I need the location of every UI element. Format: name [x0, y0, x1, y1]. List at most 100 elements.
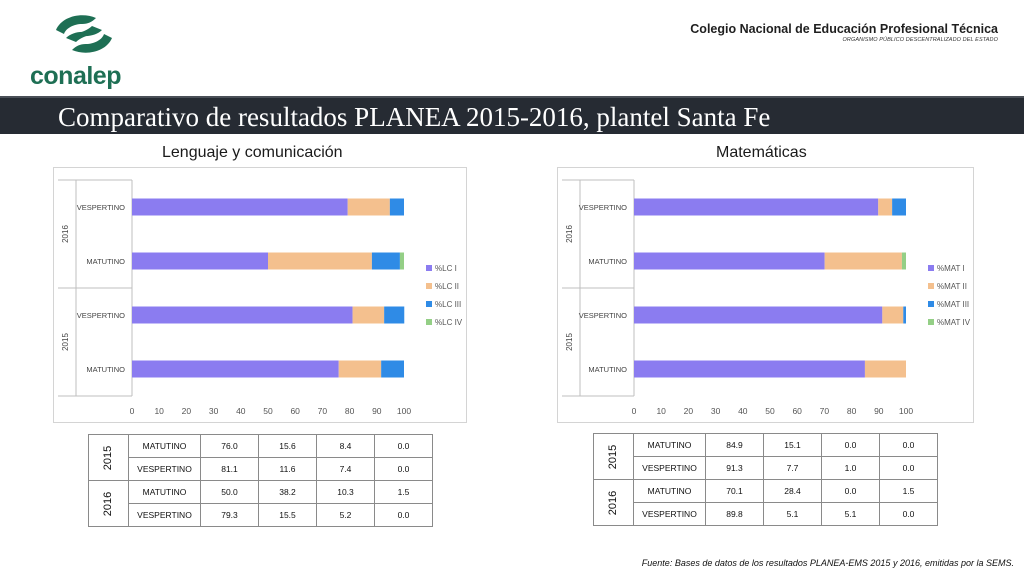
table-row: 2015 MATUTINO 76.0 15.6 8.4 0.0 [88, 434, 433, 481]
table-value-cell: 1.0 [821, 456, 880, 480]
bar-segment [634, 252, 825, 270]
bar-segment [903, 306, 906, 324]
table-value-cell: 15.5 [258, 503, 317, 527]
x-tick-label: 100 [397, 406, 411, 416]
table-row: VESPERTINO 79.3 15.5 5.2 0.0 [89, 503, 433, 527]
category-label: MATUTINO [86, 257, 125, 266]
table-year-label: 2016 [102, 491, 115, 516]
chart-panel-matematicas: 2016 2015 VESPERTINO MATUTINO VESPERTINO MATU… [557, 167, 974, 423]
year-axis-label: 2015 [565, 333, 574, 351]
x-tick-label: 20 [182, 406, 192, 416]
legend-label: %MAT II [937, 282, 967, 291]
x-tick-label: 30 [711, 406, 721, 416]
bar-segment [634, 306, 883, 324]
table-value-cell: 1.5 [374, 480, 433, 504]
institution-subtitle: ORGANISMO PÚBLICO DESCENTRALIZADO DEL ES… [842, 37, 998, 43]
table-row: VESPERTINO 81.1 11.6 7.4 0.0 [89, 457, 433, 481]
table-shift-cell: MATUTINO [633, 479, 706, 503]
table-row: VESPERTINO 89.8 5.1 5.1 0.0 [594, 502, 938, 526]
table-value-cell: 70.1 [705, 479, 764, 503]
year-axis-label: 2015 [61, 333, 70, 351]
x-tick-label: 100 [899, 406, 913, 416]
table-shift-cell: VESPERTINO [128, 503, 201, 527]
source-note: Fuente: Bases de datos de los resultados… [641, 558, 1014, 568]
chart-lenguaje: 2016 2015 VESPERTINO MATUTINO VESPERTINO MATU… [58, 179, 463, 416]
bar-segment [634, 360, 865, 378]
table-row: 2016 MATUTINO 50.0 38.2 10.3 1.5 [88, 480, 433, 527]
legend-label: %MAT I [937, 264, 965, 273]
table-row: 2016 MATUTINO 70.1 28.4 0.0 1.5 [593, 479, 938, 526]
x-tick-label: 50 [765, 406, 775, 416]
table-value-cell: 7.4 [316, 457, 375, 481]
logo-text: conalep [30, 62, 121, 90]
table-value-cell: 79.3 [200, 503, 259, 527]
institution-name: Colegio Nacional de Educación Profesiona… [690, 22, 998, 36]
x-tick-label: 60 [290, 406, 300, 416]
table-value-cell: 38.2 [258, 480, 317, 504]
table-value-cell: 0.0 [879, 456, 938, 480]
table-value-cell: 89.8 [705, 502, 764, 526]
x-tick-label: 40 [236, 406, 246, 416]
legend-swatch [426, 283, 432, 289]
table-year-cell: 2015 [88, 434, 129, 481]
year-axis-label: 2016 [61, 225, 70, 243]
table-value-cell: 81.1 [200, 457, 259, 481]
table-year-cell: 2015 [593, 433, 634, 480]
x-tick-label: 0 [632, 406, 637, 416]
bar-segment [371, 252, 400, 270]
table-value-cell: 10.3 [316, 480, 375, 504]
bar-segment [882, 306, 904, 324]
x-tick-label: 90 [874, 406, 884, 416]
table-shift-cell: VESPERTINO [633, 502, 706, 526]
table-value-cell: 0.0 [879, 433, 938, 457]
category-label: MATUTINO [588, 257, 627, 266]
table-value-cell: 1.5 [879, 479, 938, 503]
x-tick-label: 10 [656, 406, 666, 416]
table-value-cell: 15.6 [258, 434, 317, 458]
bar-segment [352, 306, 385, 324]
bar-segment [132, 252, 268, 270]
title-banner: Comparativo de resultados PLANEA 2015-20… [0, 96, 1024, 134]
category-label: MATUTINO [588, 365, 627, 374]
bar-segment [892, 198, 906, 216]
category-label: VESPERTINO [579, 203, 627, 212]
x-tick-label: 80 [345, 406, 355, 416]
bar-segment [864, 360, 906, 378]
x-tick-label: 70 [820, 406, 830, 416]
table-shift-cell: MATUTINO [128, 480, 201, 504]
x-tick-label: 20 [684, 406, 694, 416]
table-value-cell: 15.1 [763, 433, 822, 457]
x-tick-label: 0 [130, 406, 135, 416]
table-row: VESPERTINO 91.3 7.7 1.0 0.0 [594, 456, 938, 480]
chart-matematicas: 2016 2015 VESPERTINO MATUTINO VESPERTINO MATU… [562, 179, 971, 416]
table-value-cell: 91.3 [705, 456, 764, 480]
legend-swatch [928, 319, 934, 325]
legend-swatch [928, 283, 934, 289]
x-tick-label: 60 [792, 406, 802, 416]
bar-segment [132, 360, 339, 378]
table-value-cell: 0.0 [879, 502, 938, 526]
legend-label: %LC I [435, 264, 457, 273]
legend-swatch [426, 319, 432, 325]
x-tick-label: 70 [318, 406, 328, 416]
table-year-label: 2016 [607, 490, 620, 515]
table-row: 2015 MATUTINO 84.9 15.1 0.0 0.0 [593, 433, 938, 480]
institution-header: Colegio Nacional de Educación Profesiona… [690, 22, 998, 43]
bar-segment [132, 306, 353, 324]
x-tick-label: 10 [154, 406, 164, 416]
table-year-label: 2015 [102, 445, 115, 470]
bar-segment [384, 306, 405, 324]
bar-segment [634, 198, 879, 216]
table-value-cell: 28.4 [763, 479, 822, 503]
table-value-cell: 11.6 [258, 457, 317, 481]
bar-segment [347, 198, 390, 216]
x-tick-label: 50 [263, 406, 273, 416]
x-tick-label: 80 [847, 406, 857, 416]
table-year-label: 2015 [607, 444, 620, 469]
bar-segment [399, 252, 404, 270]
page-title: Comparativo de resultados PLANEA 2015-20… [58, 102, 771, 132]
x-tick-label: 40 [738, 406, 748, 416]
table-value-cell: 0.0 [374, 457, 433, 481]
table-value-cell: 5.2 [316, 503, 375, 527]
category-label: VESPERTINO [77, 311, 125, 320]
